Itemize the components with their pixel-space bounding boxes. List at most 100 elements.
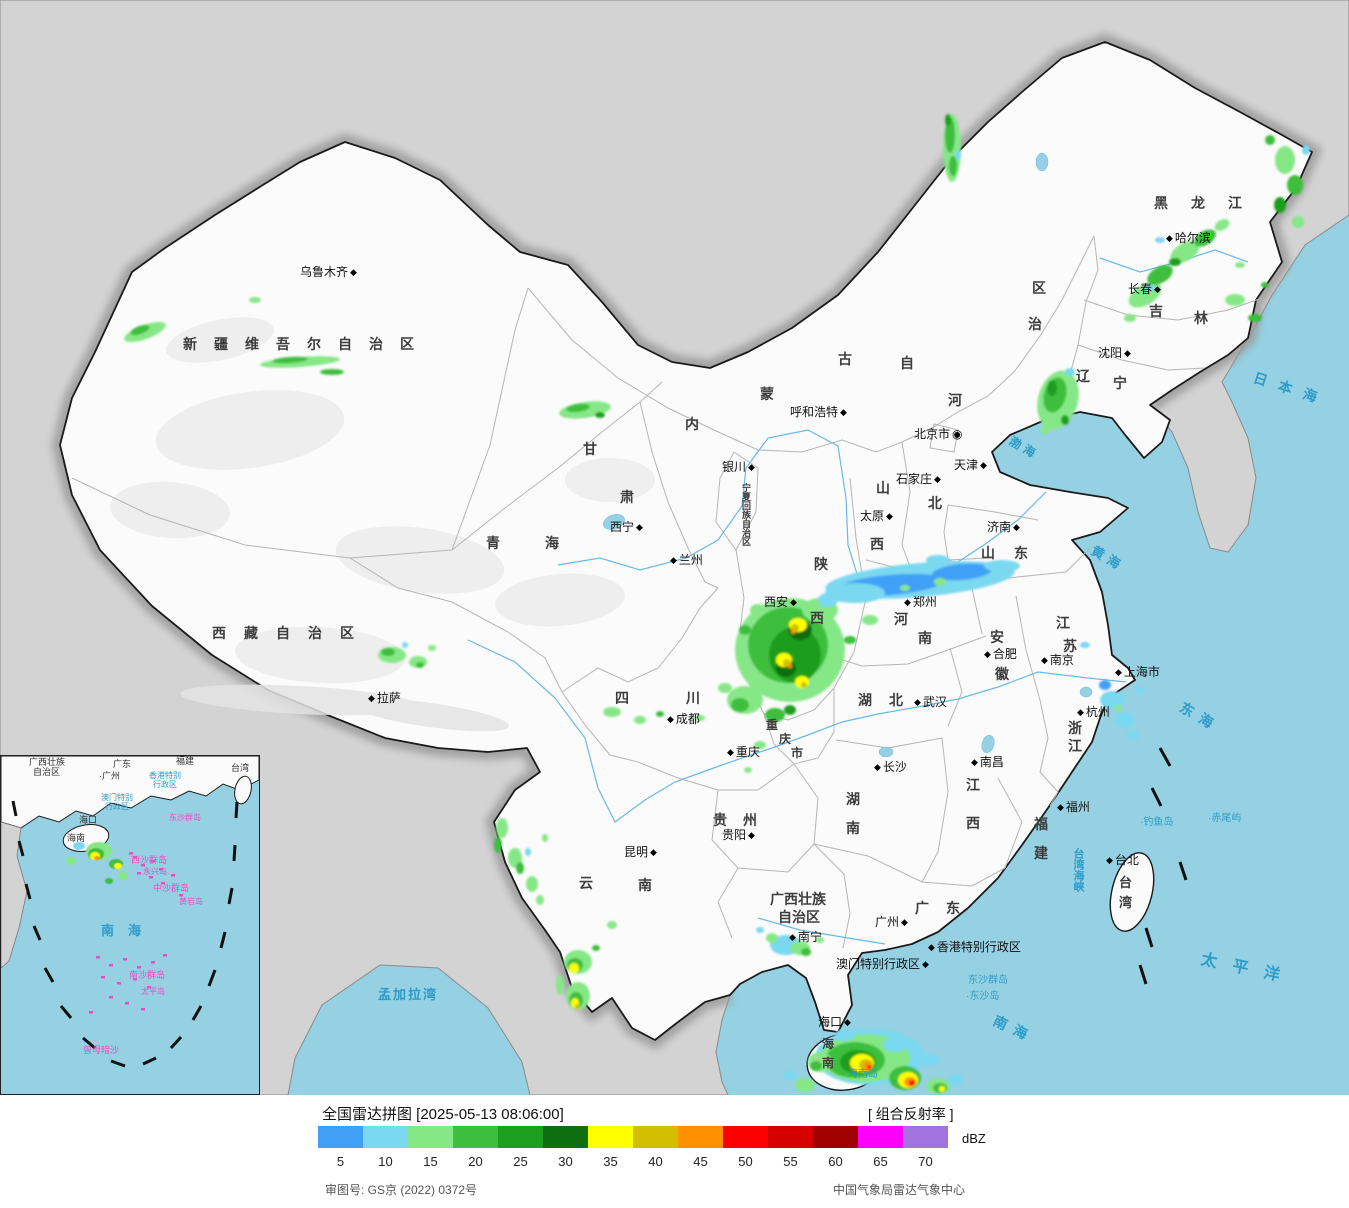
province-label: 重 [766,718,779,732]
city-label: ◆ 杭州 [1077,706,1110,718]
province-label: 自治区 [778,909,820,925]
south-china-sea-inset: 广西壮族 自治区 广东 福建 台湾 ·广州 香港特别 行政区 澳门特别 行政区 东沙群岛 海口 海南 西沙… [0,755,260,1095]
city-label: ◆ 贵阳 [722,829,755,841]
inset-label: 澳门特别 [101,793,133,802]
province-label: 西藏自治区 [212,625,372,641]
province-label: 自 [900,355,914,371]
city-marker-icon: ◆ [667,713,674,724]
province-label: 吉 [1149,303,1163,319]
city-name: 太原 [860,509,885,523]
province-label: 内 [685,416,699,432]
province-label: 西 [810,610,824,626]
colorbar-cell: 60 [813,1126,858,1169]
inset-label: 福建 [176,756,195,766]
city-name: 石家庄 [896,472,933,486]
dbz-value: 30 [558,1154,573,1169]
city-marker-icon: ◆ [844,1016,851,1027]
province-label: 福 [1034,816,1048,832]
province-label: 南 [822,1056,835,1070]
colorbar-cell: 45 [678,1126,723,1169]
province-label: 湖 [846,791,860,807]
inset-label: 西沙群岛 [131,855,168,865]
color-swatch [453,1126,498,1148]
city-label: ◆ 上海市 [1115,666,1160,678]
city-label: ◆ 海口 [818,1016,851,1028]
colorbar-cell: 30 [543,1126,588,1169]
city-marker-icon: ◆ [368,692,375,703]
city-name: 南宁 [797,930,822,944]
province-label: 海 [822,1037,835,1051]
city-label: ◆ 成都 [667,713,700,725]
colorbar-cell: 50 [723,1126,768,1169]
province-label: 山 [876,480,890,496]
terrain-relief [110,317,655,732]
color-swatch [858,1126,903,1148]
city-label: ◆ 沈阳 [1098,347,1131,359]
city-marker-icon: ◆ [350,266,357,277]
water-label: 孟加拉湾 [378,987,439,1002]
city-label: ◆ 呼和浩特 [790,406,847,418]
inset-radar-echoes [66,842,128,884]
city-marker-icon: ◆ [789,931,796,942]
province-label: 宁夏回族自治区 [741,483,751,546]
province-label: 江 [1228,195,1242,211]
city-name: 重庆 [735,745,760,759]
color-swatch [318,1126,363,1148]
city-name: 海口 [818,1015,843,1029]
dbz-value: 5 [336,1154,345,1169]
city-marker-icon: ◆ [670,554,677,565]
color-swatch [903,1126,948,1148]
province-label: 南 [638,877,652,893]
province-label: 山 [981,545,995,561]
color-swatch [498,1126,543,1148]
province-label: 新疆维吾尔自治区 [183,336,431,352]
dbz-value: 55 [783,1154,798,1169]
city-marker-icon: ◆ [636,521,643,532]
city-name: 郑州 [912,595,937,609]
province-label: 安 [990,629,1004,645]
legend-panel: 全国雷达拼图 [2025-05-13 08:06:00] [ 组合反射率 ] 5… [0,1095,1349,1208]
city-marker-icon: ◆ [1166,232,1173,243]
city-label: ◆ 福州 [1057,801,1090,813]
color-swatch [678,1126,723,1148]
city-label: ◆ 拉萨 [368,692,401,704]
city-label: ◆ 兰州 [670,554,703,566]
province-label: 甘 [583,441,597,457]
water-label: ·赤尾屿 [1208,813,1242,824]
inset-label: 南沙群岛 [129,970,166,980]
city-name: 杭州 [1085,705,1110,719]
inset-label: 曾母暗沙 [83,1045,120,1055]
province-label: 江 [1068,738,1082,754]
city-marker-icon: ◆ [748,461,755,472]
city-label: ◆ 长春 [1128,283,1161,295]
dbz-colorbar: 5 10 15 20 25 30 35 [318,1126,948,1169]
map-title: 全国雷达拼图 [2025-05-13 08:06:00] [322,1106,564,1123]
city-label: ◆ 广州 [875,916,908,928]
city-name: 香港特别行政区 [936,940,1021,954]
inset-canvas [1,756,259,1094]
city-label: ◆ 天津 [954,459,987,471]
province-label: 河 [948,392,962,408]
dbz-value: 65 [873,1154,888,1169]
province-label: 西 [870,536,884,552]
inset-label: 行政区 [105,802,129,811]
province-label: 徽 [995,666,1009,682]
water-label: ·钓鱼岛 [1140,817,1174,828]
inset-label: 太平岛 [141,987,165,996]
city-name: 北京市 [914,427,951,441]
map-canvas [0,0,1349,1095]
city-marker-icon: ◆ [1115,666,1122,677]
city-name: 南京 [1049,653,1074,667]
inset-label: 广东 [113,759,132,769]
city-name: 成都 [675,712,700,726]
dbz-value: 35 [603,1154,618,1169]
city-label: ◆ 哈尔滨 [1166,232,1211,244]
inset-label: 台湾 [231,763,250,773]
inset-label: 广西壮族 [29,757,66,767]
province-label: 古 [838,351,852,367]
city-marker-icon: ◆ [1077,706,1084,717]
city-label: ◆ 石家庄 [896,473,941,485]
color-swatch [768,1126,813,1148]
inset-nine-dash-line [11,800,239,1068]
city-label: ◆ 济南 [987,521,1020,533]
